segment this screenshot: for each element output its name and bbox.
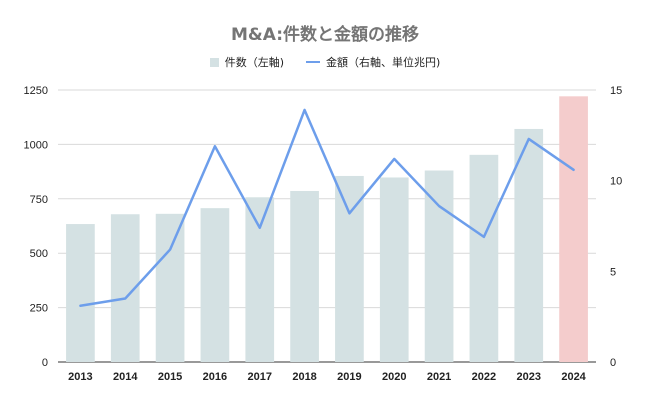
x-tick-label: 2017 (248, 371, 272, 383)
x-tick-label: 2024 (561, 371, 586, 383)
chart-title: M&A:件数と金額の推移 (230, 25, 419, 45)
series-line (79, 108, 575, 308)
x-tick-label: 2018 (292, 371, 316, 383)
bar (379, 177, 409, 362)
legend-label-amount: 金額（右軸、単位兆円) (326, 56, 441, 69)
y-right-tick-label: 10 (610, 176, 622, 188)
y-left-tick-label: 0 (42, 357, 48, 369)
legend-item-count: 件数（左軸) (209, 54, 284, 70)
x-tick-label: 2023 (517, 371, 541, 383)
x-tick-label: 2016 (203, 371, 227, 383)
bar (200, 208, 230, 362)
y-left-tick-label: 1000 (24, 139, 48, 151)
x-tick-label: 2015 (158, 371, 182, 383)
y-left-tick-label: 250 (30, 303, 48, 315)
x-tick-label: 2022 (472, 371, 496, 383)
bar (155, 213, 185, 362)
y-right-tick-label: 0 (610, 357, 616, 369)
legend-label-count: 件数（左軸) (224, 56, 284, 69)
bar (335, 175, 364, 362)
legend-item-amount: 金額（右軸、単位兆円) (306, 54, 440, 70)
x-tick-label: 2021 (427, 371, 451, 383)
y-left-tick-label: 750 (30, 194, 48, 206)
chart-legend: 件数（左軸) 金額（右軸、単位兆円) (0, 54, 650, 70)
bar (245, 197, 275, 362)
bar (424, 170, 454, 362)
bar (514, 128, 544, 362)
y-right-tick-label: 5 (610, 266, 616, 278)
bar (559, 96, 588, 363)
legend-swatch-line (306, 61, 320, 63)
x-tick-label: 2020 (382, 371, 406, 383)
bar (290, 190, 319, 362)
y-right-tick-label: 15 (610, 85, 622, 97)
x-tick-label: 2014 (113, 371, 138, 383)
y-left-tick-label: 500 (30, 248, 48, 260)
x-tick-label: 2013 (68, 371, 92, 383)
y-left-tick-label: 1250 (24, 85, 48, 97)
bar (469, 154, 499, 362)
x-tick-label: 2019 (337, 371, 361, 383)
bar (66, 224, 95, 362)
legend-swatch-bar (209, 57, 219, 67)
